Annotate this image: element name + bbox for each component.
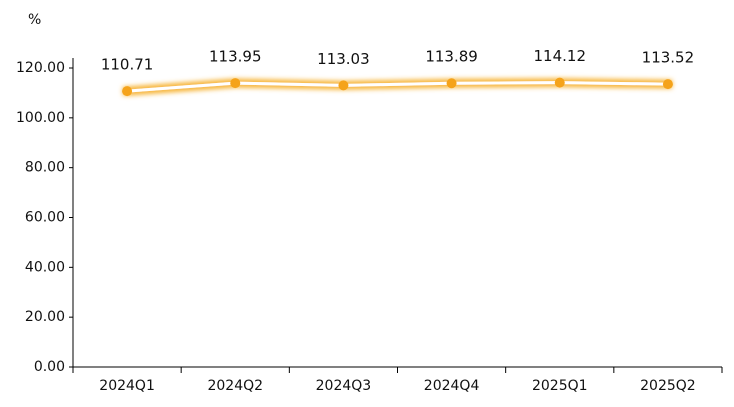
x-tick-label: 2024Q2 (207, 378, 263, 394)
point (122, 86, 133, 97)
data-label: 113.52 (642, 49, 695, 67)
y-tick-label: 120.00 (16, 60, 65, 76)
point (230, 78, 241, 89)
point (446, 78, 457, 89)
point (554, 77, 565, 88)
y-unit: % (28, 12, 41, 28)
data-label: 113.03 (317, 50, 370, 68)
x-tick-label: 2024Q3 (316, 378, 372, 394)
point (662, 79, 673, 90)
series-line (125, 81, 670, 93)
data-label: 114.12 (534, 47, 587, 65)
series-line-group (125, 81, 670, 93)
x-tick-label: 2025Q1 (532, 378, 588, 394)
y-tick-label: 100.00 (16, 110, 65, 126)
point (338, 80, 349, 91)
y-tick-label: 80.00 (25, 160, 65, 176)
data-label: 113.89 (425, 48, 478, 66)
data-label: 110.71 (101, 56, 154, 74)
y-tick-label: 0.00 (34, 359, 65, 375)
data-label: 113.95 (209, 48, 262, 66)
x-tick-label: 2024Q4 (424, 378, 480, 394)
y-tick-label: 60.00 (25, 210, 65, 226)
x-tick-label: 2024Q1 (99, 378, 155, 394)
x-tick-label: 2025Q2 (640, 378, 696, 394)
y-tick-label: 40.00 (25, 259, 65, 275)
y-tick-label: 20.00 (25, 309, 65, 325)
